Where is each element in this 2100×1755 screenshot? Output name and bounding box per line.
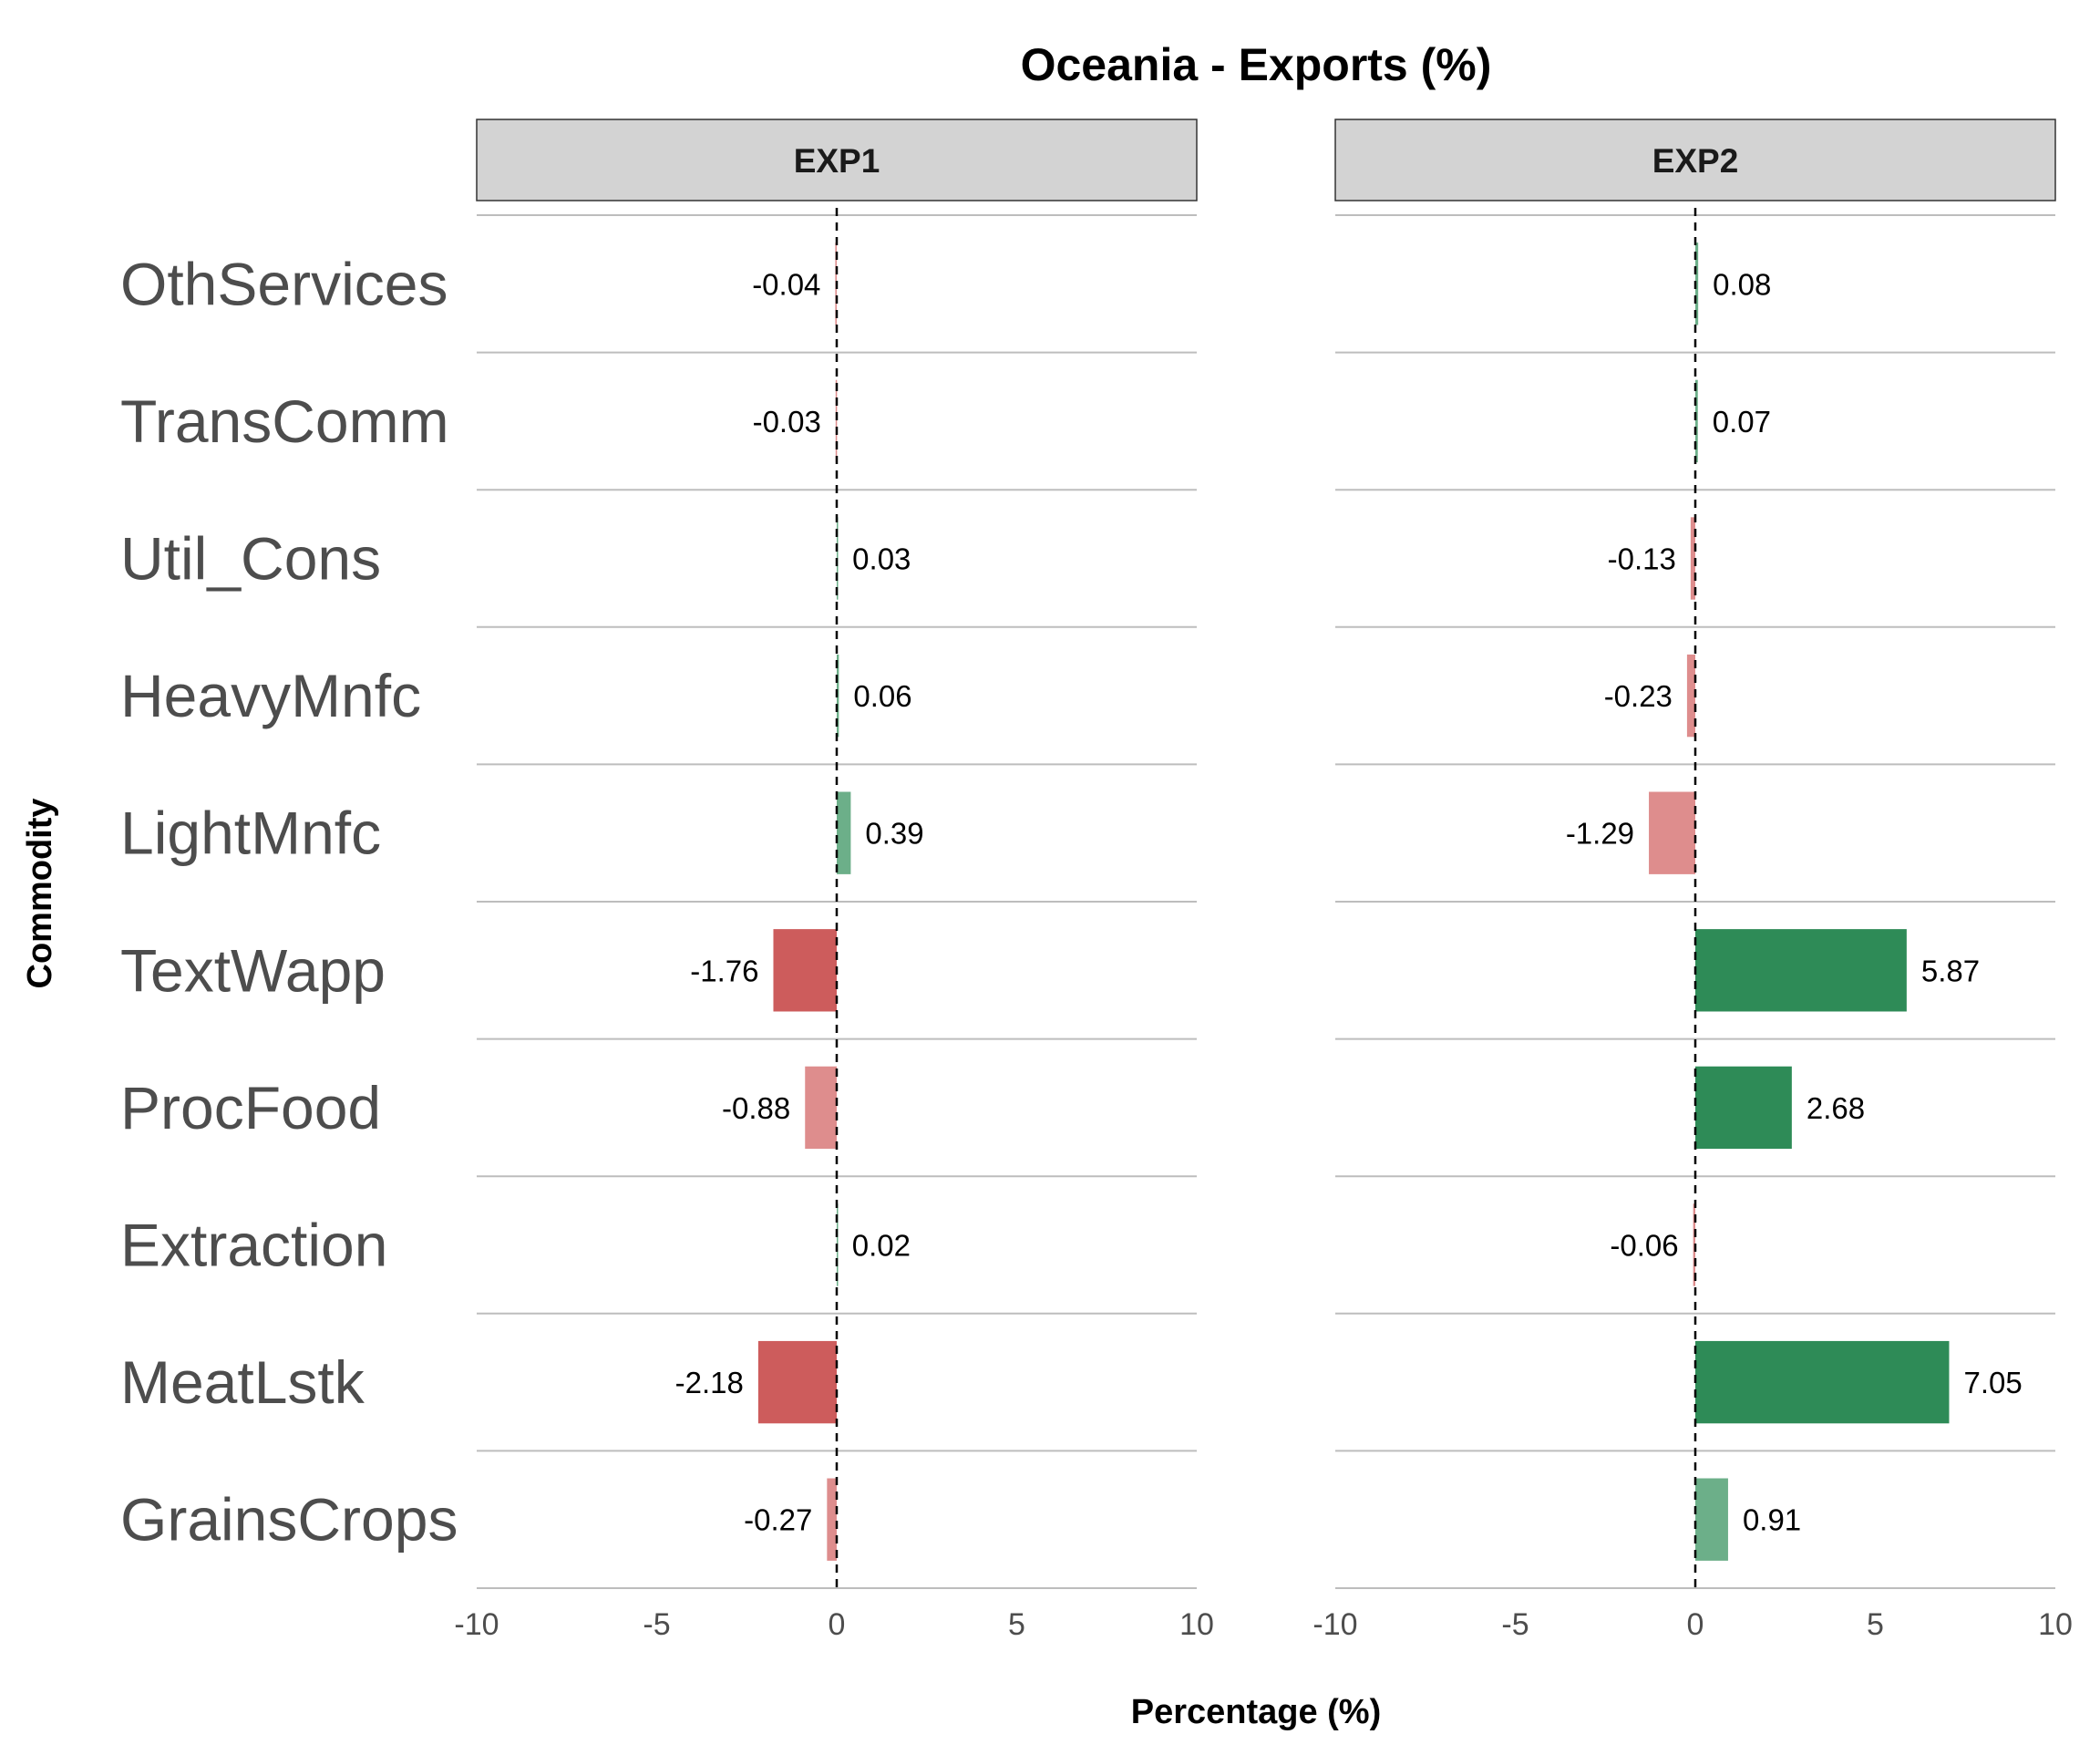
- category-label-lightmnfc: LightMnfc: [120, 800, 381, 867]
- data-label-exp1-othservices: -0.04: [752, 267, 820, 301]
- data-label-exp2-meatlstk: 7.05: [1963, 1366, 2022, 1399]
- facet-strip-exp2: [1334, 119, 2056, 201]
- bar-exp1-transcomm: [835, 379, 838, 463]
- x-tick-label: -5: [643, 1607, 670, 1642]
- category-label-extraction: Extraction: [120, 1212, 387, 1279]
- category-label-util-cons: Util_Cons: [120, 525, 381, 593]
- category-label-othservices: OthServices: [120, 250, 448, 317]
- y-axis-title: Commodity: [21, 799, 59, 989]
- data-label-exp2-othservices: 0.08: [1713, 267, 1771, 301]
- x-tick-label: 5: [1008, 1607, 1025, 1642]
- x-tick-label: 10: [2038, 1607, 2073, 1642]
- bar-exp2-lightmnfc: [1649, 791, 1695, 874]
- x-axis-title: Percentage (%): [1131, 1693, 1382, 1731]
- data-label-exp1-textwapp: -1.76: [690, 954, 758, 987]
- data-label-exp2-textwapp: 5.87: [1921, 954, 1980, 987]
- category-label-procfood: ProcFood: [120, 1074, 381, 1141]
- category-label-transcomm: TransComm: [120, 387, 449, 455]
- data-label-exp2-lightmnfc: -1.29: [1566, 817, 1634, 851]
- x-tick-label: 5: [1867, 1607, 1884, 1642]
- chart-title: Oceania - Exports (%): [1021, 39, 1492, 90]
- data-label-exp2-util-cons: -0.13: [1608, 542, 1676, 576]
- data-label-exp1-procfood: -0.88: [722, 1091, 790, 1125]
- panel-exp2: EXP2 0.08 0.07 -0.13 -0.23 -1.29 5.87 2.68 -0.06…: [1312, 119, 2073, 1642]
- panel-exp1: EXP1 -0.04 -0.03 0.03 0.06 0.39 -1.76 -0.88 0.02…: [454, 119, 1214, 1642]
- x-tick-label: -10: [1312, 1607, 1357, 1642]
- bar-exp1-lightmnfc: [837, 791, 851, 874]
- bar-exp2-procfood: [1695, 1066, 1792, 1150]
- data-label-exp2-transcomm: 0.07: [1713, 405, 1771, 439]
- x-tick-label: -5: [1501, 1607, 1529, 1642]
- facet-strip-exp1: [476, 119, 1198, 201]
- category-label-textwapp: TextWapp: [120, 936, 386, 1004]
- facet-panels: EXP1 -0.04 -0.03 0.03 0.06 0.39 -1.76 -0.88 0.02…: [454, 119, 2073, 1642]
- data-label-exp1-extraction: 0.02: [852, 1229, 911, 1263]
- bar-exp2-heavymnfc: [1686, 654, 1695, 738]
- x-tick-label: 0: [1687, 1607, 1704, 1642]
- data-label-exp2-extraction: -0.06: [1610, 1229, 1678, 1263]
- data-label-exp1-util-cons: 0.03: [852, 542, 911, 576]
- data-label-exp1-grainscrops: -0.27: [744, 1503, 812, 1537]
- facet-strip-label-exp2: EXP2: [1652, 142, 1739, 180]
- bar-exp2-textwapp: [1695, 929, 1907, 1012]
- data-label-exp2-grainscrops: 0.91: [1743, 1503, 1801, 1537]
- x-tick-label: 0: [829, 1607, 846, 1642]
- category-label-heavymnfc: HeavyMnfc: [120, 662, 421, 729]
- x-tick-label: -10: [454, 1607, 499, 1642]
- bar-exp2-othservices: [1695, 243, 1699, 325]
- bar-exp2-util-cons: [1690, 517, 1695, 600]
- bar-exp2-transcomm: [1695, 379, 1698, 463]
- data-label-exp2-procfood: 2.68: [1807, 1091, 1865, 1125]
- category-labels: OthServices TransComm Util_Cons HeavyMnfc Li…: [120, 250, 458, 1553]
- data-label-exp1-meatlstk: -2.18: [675, 1366, 744, 1399]
- category-label-meatlstk: MeatLstk: [120, 1348, 365, 1416]
- bar-exp1-textwapp: [773, 929, 837, 1012]
- data-label-exp1-transcomm: -0.03: [753, 405, 821, 439]
- data-label-exp2-heavymnfc: -0.23: [1604, 679, 1673, 713]
- x-tick-label: 10: [1179, 1607, 1214, 1642]
- bar-exp1-grainscrops: [827, 1478, 837, 1561]
- data-label-exp1-heavymnfc: 0.06: [853, 679, 911, 713]
- bar-exp2-grainscrops: [1695, 1478, 1728, 1561]
- data-label-exp1-lightmnfc: 0.39: [865, 817, 923, 851]
- facet-strip-label-exp1: EXP1: [794, 142, 880, 180]
- bar-exp1-procfood: [805, 1066, 837, 1150]
- category-label-grainscrops: GrainsCrops: [120, 1486, 458, 1554]
- bar-exp2-meatlstk: [1695, 1340, 1950, 1424]
- bar-exp1-meatlstk: [757, 1340, 837, 1424]
